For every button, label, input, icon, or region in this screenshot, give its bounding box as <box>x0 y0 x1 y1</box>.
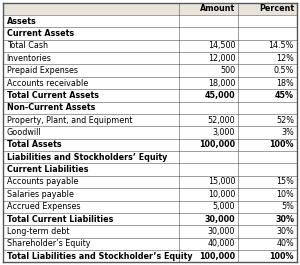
Text: Total Current Assets: Total Current Assets <box>7 91 99 100</box>
Text: 18,000: 18,000 <box>208 78 235 87</box>
Text: Non-Current Assets: Non-Current Assets <box>7 103 95 112</box>
Text: 3,000: 3,000 <box>213 128 235 137</box>
Text: 30%: 30% <box>275 215 294 224</box>
Text: Total Assets: Total Assets <box>7 140 61 149</box>
Text: 14.5%: 14.5% <box>268 41 294 50</box>
Bar <box>3 3 297 15</box>
Text: Assets: Assets <box>7 17 36 26</box>
Text: Accounts payable: Accounts payable <box>7 178 78 187</box>
Text: 3%: 3% <box>281 128 294 137</box>
Text: 30,000: 30,000 <box>208 227 235 236</box>
Text: 15,000: 15,000 <box>208 178 235 187</box>
Bar <box>3 89 297 101</box>
Text: 30,000: 30,000 <box>205 215 235 224</box>
Bar <box>3 27 297 40</box>
Text: Current Assets: Current Assets <box>7 29 74 38</box>
Bar <box>3 151 297 164</box>
Text: 0.5%: 0.5% <box>274 66 294 75</box>
Text: 52,000: 52,000 <box>208 116 235 125</box>
Text: 30%: 30% <box>276 227 294 236</box>
Text: 40,000: 40,000 <box>208 239 235 248</box>
Text: Liabilities and Stockholders’ Equity: Liabilities and Stockholders’ Equity <box>7 153 167 162</box>
Bar <box>3 213 297 225</box>
Bar <box>3 52 297 64</box>
Text: 10,000: 10,000 <box>208 190 235 199</box>
Text: Total Current Liabilities: Total Current Liabilities <box>7 215 113 224</box>
Text: 100%: 100% <box>269 140 294 149</box>
Bar <box>3 15 297 27</box>
Text: 5%: 5% <box>281 202 294 211</box>
Bar <box>3 238 297 250</box>
Text: Amount: Amount <box>200 4 235 13</box>
Bar <box>3 64 297 77</box>
Text: Goodwill: Goodwill <box>7 128 41 137</box>
Text: 100%: 100% <box>269 252 294 261</box>
Text: 12,000: 12,000 <box>208 54 235 63</box>
Text: Current Liabilities: Current Liabilities <box>7 165 88 174</box>
Bar <box>3 77 297 89</box>
Text: Total Liabilities and Stockholder’s Equity: Total Liabilities and Stockholder’s Equi… <box>7 252 192 261</box>
Bar <box>3 126 297 139</box>
Text: 18%: 18% <box>276 78 294 87</box>
Text: 14,500: 14,500 <box>208 41 235 50</box>
Bar <box>3 250 297 262</box>
Text: Total Cash: Total Cash <box>7 41 48 50</box>
Bar <box>3 114 297 126</box>
Bar <box>3 176 297 188</box>
Text: 40%: 40% <box>276 239 294 248</box>
Text: 15%: 15% <box>276 178 294 187</box>
Text: Accounts receivable: Accounts receivable <box>7 78 88 87</box>
Bar <box>3 40 297 52</box>
Text: 100,000: 100,000 <box>199 140 235 149</box>
Text: Salaries payable: Salaries payable <box>7 190 74 199</box>
Text: 100,000: 100,000 <box>199 252 235 261</box>
Bar <box>3 225 297 238</box>
Text: 45,000: 45,000 <box>205 91 235 100</box>
Text: 5,000: 5,000 <box>213 202 235 211</box>
Text: 10%: 10% <box>276 190 294 199</box>
Text: Long-term debt: Long-term debt <box>7 227 69 236</box>
Text: 52%: 52% <box>276 116 294 125</box>
Text: Prepaid Expenses: Prepaid Expenses <box>7 66 78 75</box>
Bar <box>3 164 297 176</box>
Text: 45%: 45% <box>275 91 294 100</box>
Text: 12%: 12% <box>276 54 294 63</box>
Text: 500: 500 <box>220 66 235 75</box>
Text: Shareholder’s Equity: Shareholder’s Equity <box>7 239 90 248</box>
Bar <box>3 201 297 213</box>
Text: Property, Plant, and Equipment: Property, Plant, and Equipment <box>7 116 132 125</box>
Text: Accrued Expenses: Accrued Expenses <box>7 202 80 211</box>
Bar <box>3 139 297 151</box>
Text: Inventories: Inventories <box>7 54 52 63</box>
Bar <box>3 188 297 201</box>
Bar <box>3 101 297 114</box>
Text: Percent: Percent <box>259 4 294 13</box>
